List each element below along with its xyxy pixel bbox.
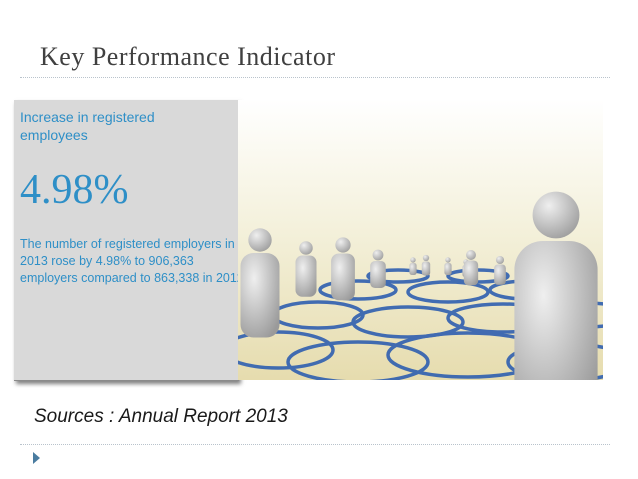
- triangle-bullet-icon: [33, 452, 40, 464]
- title-divider: [20, 77, 610, 78]
- footer-divider: [20, 444, 610, 445]
- slide-title: Key Performance Indicator: [40, 42, 336, 71]
- network-people-image: [238, 100, 603, 380]
- sources-note: Sources : Annual Report 2013: [34, 406, 288, 427]
- kpi-description: The number of registered employers in 20…: [20, 237, 244, 285]
- kpi-heading: Increase in registered employees: [20, 109, 155, 143]
- kpi-box: Increase in registered employees 4.98% T…: [14, 100, 244, 381]
- kpi-value: 4.98%: [20, 167, 129, 213]
